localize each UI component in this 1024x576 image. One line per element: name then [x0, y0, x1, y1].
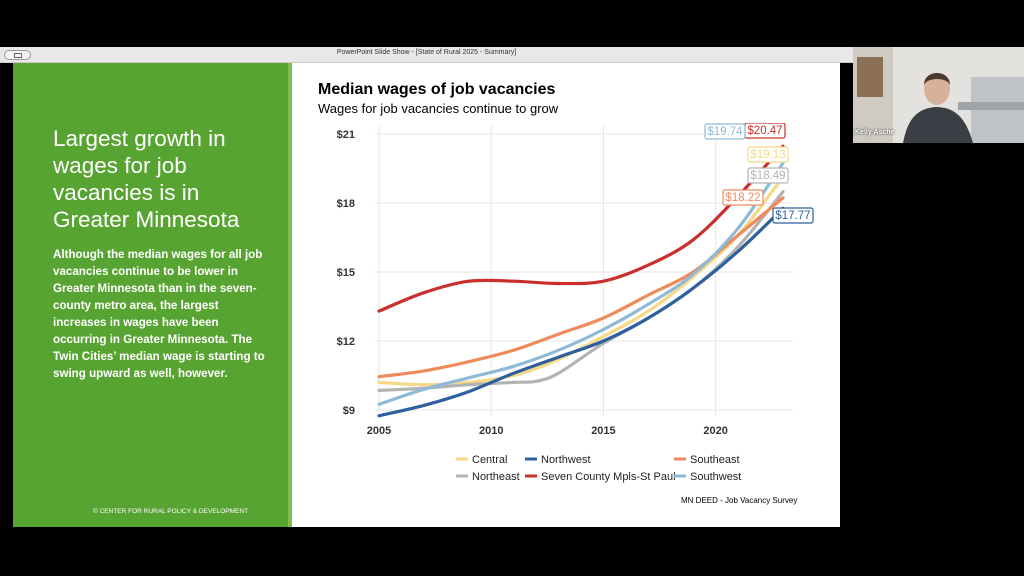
participant-video: Kelly Asche: [853, 47, 1024, 143]
window-icon: [14, 53, 22, 58]
green-panel: Largest growth in wages for job vacancie…: [13, 63, 288, 527]
end-label-northeast: $18.49: [750, 170, 785, 182]
end-label-seven-county-mpls-st-paul: $20.47: [747, 125, 782, 137]
participant-name: Kelly Asche: [855, 129, 895, 136]
legend-label-northeast: Northeast: [472, 471, 520, 483]
end-label-box-southeast: [722, 189, 764, 206]
slide-heading: Largest growth in wages for job vacancie…: [53, 126, 240, 232]
end-label-box-central: [747, 146, 789, 163]
series-line-southwest: [377, 161, 785, 406]
end-label-northwest: $17.77: [775, 210, 810, 222]
window-titlebar: PowerPoint Slide Show - [State of Rural …: [0, 47, 853, 63]
copyright-text: © CENTER FOR RURAL POLICY & DEVELOPMENT: [93, 508, 249, 515]
end-label-southeast: $18.22: [725, 192, 760, 204]
y-tick-label: $18: [337, 198, 355, 210]
source-note: MN DEED - Job Vacancy Survey: [681, 496, 798, 505]
window-menu-button[interactable]: [4, 50, 31, 60]
end-label-box-southwest: [704, 123, 746, 140]
legend-label-northwest: Northwest: [541, 454, 591, 466]
end-label-box-northwest: [772, 207, 814, 224]
chart-subtitle: Wages for job vacancies continue to grow: [318, 101, 559, 116]
slide-body-text: Although the median wages for all job va…: [53, 248, 265, 380]
series-line-northeast: [377, 190, 785, 392]
window-title: PowerPoint Slide Show - [State of Rural …: [336, 49, 517, 56]
line-chart: $9 $12 $15 $18 $21 2005 2010 2015 2020 $19.13 $18.…: [337, 123, 814, 483]
legend-label-southeast: Southeast: [690, 454, 740, 466]
legend-label-southwest: Southwest: [690, 471, 741, 483]
end-label-central: $19.13: [750, 149, 785, 161]
x-tick-label: 2010: [479, 425, 503, 437]
slideshow-window: PowerPoint Slide Show - [State of Rural …: [0, 47, 853, 531]
end-label-box-northeast: [747, 167, 789, 184]
accent-stripe: [288, 63, 292, 527]
series-line-northwest: [377, 206, 785, 418]
series-line-central: [377, 175, 785, 387]
end-label-southwest: $19.74: [707, 126, 743, 138]
participant-video-image: [853, 47, 1024, 143]
x-tick-label: 2005: [367, 425, 391, 437]
legend-label-seven-county-mpls-st-paul: Seven County Mpls-St Paul: [541, 471, 676, 483]
slide: Largest growth in wages for job vacancie…: [13, 63, 840, 527]
series-line-seven-county-mpls-st-paul: [377, 144, 785, 313]
legend-label-central: Central: [472, 454, 507, 466]
chart-title: Median wages of job vacancies: [318, 81, 556, 98]
y-tick-label: $9: [343, 405, 355, 417]
y-tick-label: $15: [337, 267, 355, 279]
y-tick-label: $12: [337, 336, 355, 348]
y-tick-label: $21: [337, 129, 355, 141]
x-tick-label: 2020: [703, 425, 727, 437]
x-tick-label: 2015: [591, 425, 615, 437]
